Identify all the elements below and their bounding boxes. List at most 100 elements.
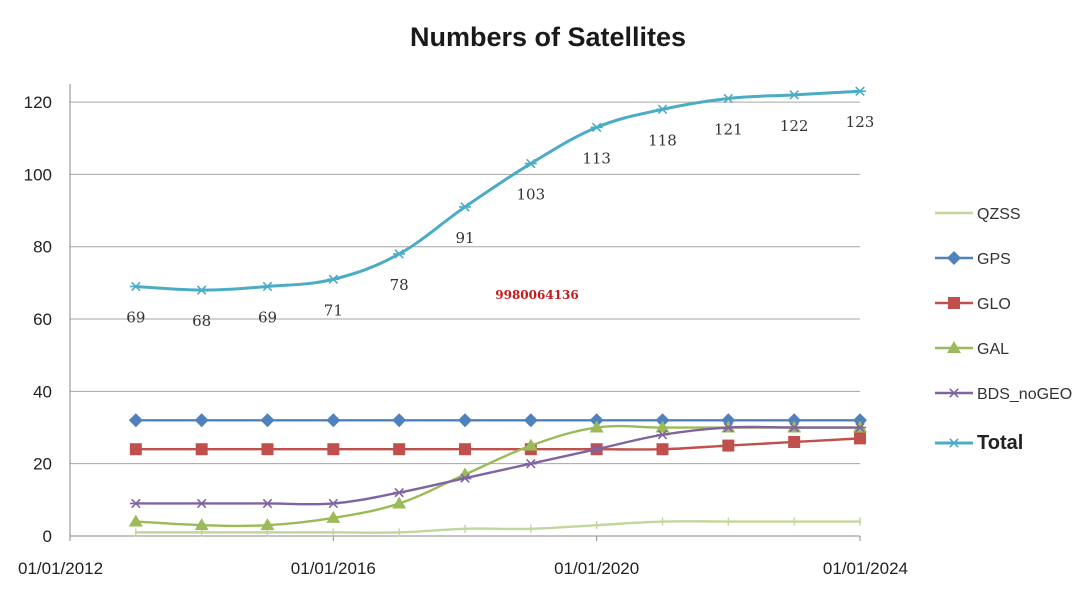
legend-item-total: Total bbox=[935, 432, 1023, 454]
series-line-bds-nogeo bbox=[134, 425, 862, 506]
legend-label: GPS bbox=[977, 251, 1011, 268]
data-point-glo bbox=[327, 443, 340, 456]
chart-title: Numbers of Satellites bbox=[410, 22, 686, 52]
legend-marker bbox=[947, 341, 961, 353]
series-glo bbox=[129, 432, 866, 456]
data-point-gps bbox=[128, 413, 143, 428]
data-point-total bbox=[590, 122, 603, 133]
total-data-label: 69 bbox=[126, 308, 145, 326]
y-tick-label: 0 bbox=[43, 527, 52, 546]
series-gps bbox=[128, 413, 867, 428]
data-point-total bbox=[393, 249, 406, 259]
total-data-labels: 69 68 69 71 78 91 103 113 118 121 122 123 bbox=[126, 113, 874, 330]
data-point-bds-nogeo bbox=[788, 422, 801, 433]
data-point-bds-nogeo bbox=[327, 498, 340, 509]
data-point-total bbox=[656, 104, 669, 115]
legend-label: BDS_noGEO bbox=[977, 386, 1072, 403]
data-point-total bbox=[459, 202, 471, 212]
data-point-glo bbox=[261, 443, 274, 456]
data-point-bds-nogeo bbox=[459, 473, 471, 483]
data-point-gps bbox=[523, 413, 538, 428]
data-point-gps bbox=[194, 413, 209, 428]
data-point-gal bbox=[260, 518, 275, 531]
legend-item-qzss: QZSS bbox=[935, 206, 1021, 223]
total-data-label: 121 bbox=[714, 120, 743, 138]
x-tick-label: 01/01/2012 bbox=[18, 559, 103, 578]
series-total bbox=[129, 86, 866, 295]
legend-item-gps: GPS bbox=[935, 251, 1011, 268]
legend-marker bbox=[948, 297, 960, 309]
data-point-bds-nogeo bbox=[656, 429, 669, 440]
data-point-gps bbox=[260, 413, 275, 428]
legend-label: QZSS bbox=[977, 206, 1021, 223]
total-data-label: 78 bbox=[390, 276, 409, 294]
series-gal bbox=[128, 420, 867, 531]
data-point-bds-nogeo bbox=[393, 487, 406, 498]
legend-item-gal: GAL bbox=[935, 341, 1009, 358]
series-lines bbox=[128, 86, 867, 537]
y-tick-label: 120 bbox=[24, 93, 52, 112]
legend: QZSS GPS GLO GAL BDS_noGEO Total bbox=[935, 206, 1072, 454]
x-tick-label: 01/01/2016 bbox=[291, 559, 376, 578]
data-point-glo bbox=[722, 439, 735, 452]
legend-label: GAL bbox=[977, 341, 1009, 358]
legend-label: Total bbox=[977, 432, 1023, 454]
series-line-total bbox=[134, 89, 862, 292]
total-data-label: 123 bbox=[846, 113, 875, 131]
data-point-gps bbox=[392, 413, 407, 428]
series-line-glo bbox=[134, 437, 862, 451]
data-point-glo bbox=[195, 443, 208, 456]
data-point-glo bbox=[393, 443, 406, 456]
data-point-glo bbox=[656, 443, 669, 456]
data-point-bds-nogeo bbox=[129, 498, 142, 509]
data-point-glo bbox=[129, 443, 142, 456]
data-point-gal bbox=[655, 420, 670, 433]
data-point-gal bbox=[523, 438, 538, 451]
total-data-label: 113 bbox=[582, 149, 611, 167]
data-point-total bbox=[129, 281, 142, 292]
legend-label: GLO bbox=[977, 296, 1011, 313]
data-point-total bbox=[722, 93, 735, 104]
y-tick-label: 100 bbox=[24, 165, 52, 184]
data-point-glo bbox=[854, 432, 866, 445]
total-data-label: 91 bbox=[455, 229, 474, 247]
x-tick-label: 01/01/2020 bbox=[554, 559, 639, 578]
data-point-bds-nogeo bbox=[590, 444, 603, 454]
data-point-total bbox=[854, 86, 866, 96]
data-point-total bbox=[788, 90, 801, 100]
data-point-gal bbox=[194, 518, 209, 531]
total-data-label: 122 bbox=[780, 117, 809, 135]
data-point-gps bbox=[589, 413, 604, 428]
series-line-gal bbox=[134, 424, 862, 528]
data-point-bds-nogeo bbox=[854, 422, 866, 433]
y-tick-label: 60 bbox=[33, 310, 52, 329]
data-point-glo bbox=[788, 435, 801, 448]
data-point-total bbox=[327, 274, 340, 285]
data-point-glo bbox=[459, 443, 471, 456]
legend-marker bbox=[947, 251, 961, 265]
data-point-total bbox=[524, 158, 537, 169]
x-tick-label: 01/01/2024 bbox=[823, 559, 908, 578]
data-point-total bbox=[261, 281, 274, 292]
data-point-gps bbox=[326, 413, 341, 428]
series-qzss bbox=[134, 517, 862, 537]
y-tick-label: 80 bbox=[33, 238, 52, 257]
total-data-label: 118 bbox=[648, 131, 677, 149]
watermark-annotation: 9980064136 bbox=[495, 288, 579, 302]
data-point-bds-nogeo bbox=[524, 458, 537, 469]
total-data-label: 69 bbox=[258, 308, 277, 326]
legend-marker bbox=[948, 388, 960, 398]
y-tick-label: 20 bbox=[33, 455, 52, 474]
data-point-gal bbox=[589, 420, 604, 433]
total-data-label: 103 bbox=[517, 186, 546, 204]
data-point-bds-nogeo bbox=[261, 498, 274, 509]
legend-item-glo: GLO bbox=[935, 296, 1011, 313]
data-point-bds-nogeo bbox=[722, 422, 735, 433]
data-point-gal bbox=[326, 510, 341, 523]
data-point-gps bbox=[458, 413, 472, 428]
data-point-total bbox=[195, 285, 208, 295]
data-point-bds-nogeo bbox=[195, 498, 208, 509]
total-data-label: 71 bbox=[324, 301, 343, 319]
